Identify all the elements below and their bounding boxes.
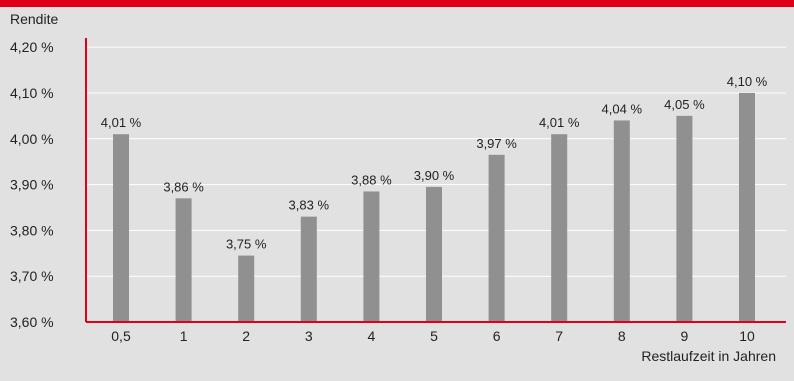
bar-value-label: 3,83 % [289, 198, 330, 213]
labels: 3,60 % 3,70 % 3,80 % 3,90 % 4,00 % 4,10 % 4,20… [10, 39, 768, 344]
x-axis-title: Restlaufzeit in Jahren [641, 348, 776, 364]
y-tick-label: 4,20 % [10, 39, 54, 55]
x-tick-label: 4 [368, 328, 376, 344]
axes [85, 38, 786, 323]
x-tick-label: 3 [305, 328, 313, 344]
top-accent-bar [0, 0, 794, 7]
bar [739, 92, 755, 322]
bar-value-label: 4,01 % [101, 115, 142, 130]
y-axis-title: Rendite [10, 11, 58, 27]
bar-value-label: 4,04 % [602, 101, 643, 116]
x-tick-label: 5 [430, 328, 438, 344]
bar-value-label: 3,97 % [476, 136, 517, 151]
y-tick-label: 3,80 % [10, 222, 54, 238]
x-tick-label: 8 [618, 328, 626, 344]
x-tick-label: 6 [493, 328, 501, 344]
bar [488, 154, 505, 322]
grid-lines [86, 46, 786, 277]
bar-value-label: 4,05 % [664, 97, 705, 112]
x-tick-label: 9 [681, 328, 689, 344]
y-tick-label: 3,60 % [10, 314, 54, 330]
y-tick-label: 4,00 % [10, 131, 54, 147]
bar-value-label: 4,10 % [727, 74, 768, 89]
x-tick-label: 10 [739, 328, 755, 344]
bar-value-label: 3,90 % [414, 168, 455, 183]
y-tick-label: 3,70 % [10, 268, 54, 284]
x-tick-label: 1 [180, 328, 188, 344]
bar [300, 216, 317, 322]
y-tick-label: 3,90 % [10, 177, 54, 193]
x-tick-label: 2 [242, 328, 250, 344]
bar [238, 255, 255, 322]
bar-value-label: 4,01 % [539, 115, 580, 130]
bar [551, 134, 568, 322]
bar [363, 191, 380, 322]
x-tick-label: 0,5 [111, 328, 131, 344]
bar-value-label: 3,88 % [351, 172, 392, 187]
x-tick-label: 7 [555, 328, 563, 344]
bar [175, 198, 192, 322]
y-tick-label: 4,10 % [10, 85, 54, 101]
bar [426, 186, 442, 322]
bar-value-label: 3,86 % [163, 179, 204, 194]
bar [676, 115, 693, 322]
bar-value-label: 3,75 % [226, 237, 267, 252]
bar [113, 134, 129, 322]
bar [613, 120, 630, 322]
bars [113, 92, 755, 322]
